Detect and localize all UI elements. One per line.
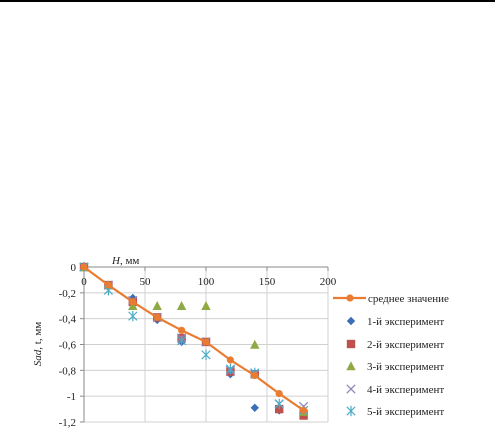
y-axis-title: Sad, t, мм [32, 322, 44, 367]
legend-label: 5-й эксперимент [367, 406, 444, 418]
legend-marker [346, 405, 356, 417]
x-tick-label: 100 [198, 276, 215, 288]
series-line [83, 266, 305, 412]
legend-label: среднее значение [368, 293, 449, 305]
line-point [153, 313, 161, 321]
line-point [80, 263, 88, 271]
legend-marker [346, 384, 356, 394]
legend-label: 2-й эксперимент [367, 339, 444, 351]
x-axis-title-unit: , мм [120, 255, 139, 267]
series-0 [80, 263, 308, 414]
y-axis-title-symbol: Sad [32, 349, 44, 366]
data-point [274, 398, 284, 410]
data-point [201, 349, 211, 361]
data-point [128, 301, 138, 310]
y-tick-label: -0,6 [59, 340, 77, 352]
legend-marker [346, 316, 356, 326]
y-tick-label: -1 [67, 391, 76, 403]
x-tick-label: 200 [320, 276, 337, 288]
line-point [226, 356, 234, 364]
legend-label: 4-й эксперимент [367, 384, 444, 396]
y-tick-label: -0,8 [59, 365, 77, 377]
legend-item: 3-й эксперимент [346, 361, 444, 373]
legend-marker [346, 361, 356, 371]
x-axis-title: H, мм [111, 255, 139, 267]
line-point [104, 281, 112, 289]
y-tick-label: -0,2 [59, 288, 76, 300]
data-point [176, 301, 187, 310]
y-axis-title-unit: , t, мм [32, 322, 44, 350]
legend-label: 3-й эксперимент [367, 361, 444, 373]
data-point [250, 339, 260, 349]
data-point [250, 403, 259, 412]
line-point [275, 389, 283, 398]
data-point [152, 301, 162, 310]
y-tick-label: 0 [71, 262, 77, 274]
legend-label: 1-й эксперимент [367, 316, 444, 328]
legend: среднее значение 1-й эксперимент 2-й экспе… [333, 293, 449, 418]
legend-marker [346, 294, 354, 302]
data-point [225, 363, 236, 375]
x-tick-label: 0 [81, 276, 87, 288]
x-tick-label: 50 [140, 276, 152, 288]
line-point [178, 326, 186, 334]
legend-marker-stroke [346, 384, 356, 394]
x-tick-label: 150 [259, 276, 276, 288]
data-point [128, 310, 138, 322]
series-layer [79, 261, 309, 420]
line-point [129, 298, 137, 306]
y-tick-label: -1,2 [59, 417, 76, 429]
axes: 0 50 100 150 200 0 -0,2 -0,4 -0,6 -0,8 -1 -1,2 H, мм… [32, 255, 337, 429]
top-rule [0, 0, 495, 2]
legend-item: 5-й эксперимент [346, 405, 444, 418]
legend-item: 4-й эксперимент [346, 384, 444, 396]
legend-item: среднее значение [333, 293, 449, 305]
data-point [201, 301, 211, 310]
legend-item: 1-й эксперимент [346, 316, 444, 328]
line-point [251, 371, 259, 380]
x-axis-title-symbol: H [111, 255, 121, 267]
legend-item: 2-й эксперимент [346, 339, 444, 351]
legend-marker [346, 339, 356, 349]
data-point [176, 335, 187, 346]
line-point [202, 338, 210, 346]
grid-lines [84, 267, 329, 423]
y-tick-label: -0,4 [59, 314, 77, 326]
line-point [300, 406, 308, 414]
